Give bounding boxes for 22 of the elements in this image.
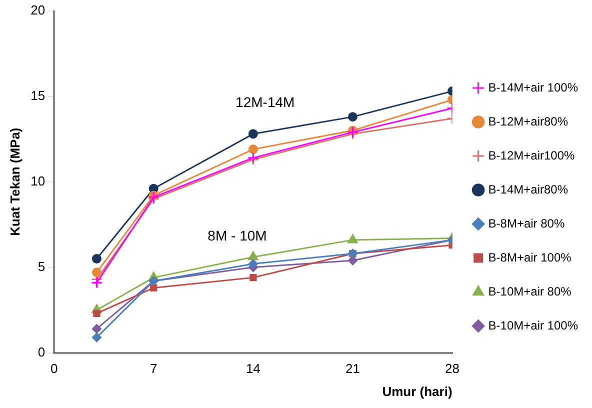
x-tick-label: 14 (246, 361, 260, 376)
legend-label: B-10M+air 80% (488, 284, 572, 298)
x-tick-label: 0 (50, 361, 58, 376)
x-tick-label: 21 (345, 361, 360, 376)
annotation: 8M - 10M (208, 227, 267, 244)
x-tick-label: 7 (150, 361, 158, 376)
legend-label: B-12M+air80% (488, 114, 568, 128)
y-tick-label: 20 (30, 2, 46, 18)
y-tick-label: 5 (38, 258, 46, 274)
legend-label: B-8M+air 80% (488, 216, 565, 230)
x-tick-label: 28 (445, 361, 460, 376)
legend-label: B-14M+air80% (488, 182, 568, 196)
x-axis-title: Umur (hari) (382, 384, 452, 399)
y-tick-label: 10 (30, 173, 46, 188)
y-tick-label: 15 (30, 88, 46, 103)
y-axis-title: Kuat Tekan (MPa) (7, 128, 22, 236)
legend-label: B-10M+air 100% (488, 318, 578, 332)
legend-label: B-8M+air 100% (488, 250, 572, 264)
y-tick-label: 0 (38, 344, 46, 360)
legend-label: B-12M+air100% (488, 148, 575, 162)
legend-label: B-14M+air 100% (488, 80, 578, 94)
annotation: 12M-14M (236, 94, 295, 110)
